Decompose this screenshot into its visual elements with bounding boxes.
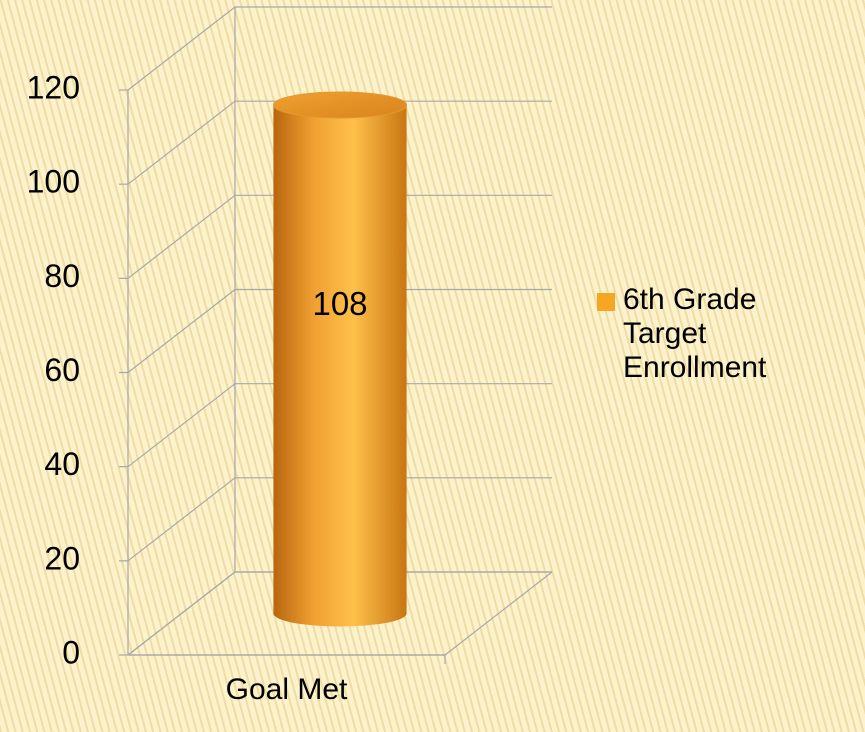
grid-line [127, 571, 552, 656]
marks: 108 [272, 91, 408, 627]
bar-top [272, 91, 408, 119]
y-tick-label: 20 [44, 540, 80, 576]
grid-line [127, 6, 552, 91]
y-tick-label: 80 [44, 258, 80, 294]
data-label: 108 [312, 285, 367, 322]
legend-label: 6th Grade Target Enrollment [623, 283, 767, 384]
legend: 6th Grade Target Enrollment [597, 283, 837, 385]
grid-line [127, 194, 552, 279]
y-tick-label: 120 [27, 69, 80, 105]
grid-line [127, 477, 552, 562]
legend-swatch [597, 293, 615, 311]
y-tick-label: 60 [44, 352, 80, 388]
bar [273, 105, 407, 627]
y-tick-label: 40 [44, 446, 80, 482]
y-tick-label: 100 [27, 164, 80, 200]
grid-line [127, 100, 552, 185]
grid-line [127, 288, 552, 373]
grid: 0 20 40 60 80 100 120 Goal Met [27, 6, 553, 706]
x-tick-label: Goal Met [226, 673, 348, 706]
grid-line [127, 383, 552, 468]
y-tick-label: 0 [62, 634, 80, 670]
